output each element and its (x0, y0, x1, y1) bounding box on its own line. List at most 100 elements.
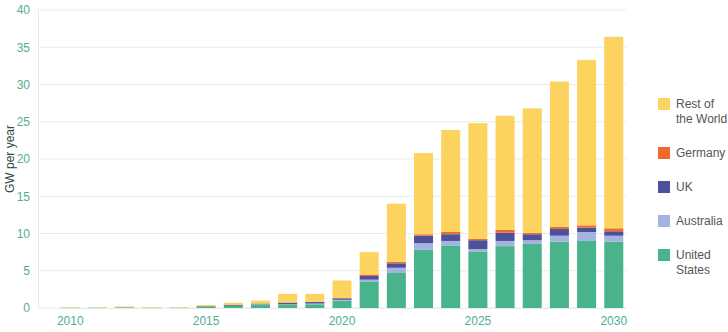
y-tick: 30 (17, 78, 38, 92)
bar-segment (360, 280, 379, 282)
bar-segment (496, 116, 515, 230)
bar-segment (523, 244, 542, 308)
bar-segment (414, 250, 433, 308)
bar-segment (251, 301, 270, 304)
grid (38, 10, 626, 308)
y-axis: 0510152025303540 (17, 3, 39, 315)
bar-segment (441, 130, 460, 232)
series-bars (197, 228, 624, 307)
y-tick-label: 10 (17, 227, 31, 241)
bar-segment (224, 303, 243, 305)
bar-segment (468, 251, 487, 308)
legend: Rest ofthe WorldGermanyUKAustraliaUnited… (658, 97, 727, 277)
legend-swatch (658, 215, 670, 227)
bar-segment (604, 231, 623, 235)
x-tick: 2015 (193, 308, 220, 328)
bar-segment (142, 307, 161, 308)
x-tick-label: 2025 (465, 314, 492, 328)
x-axis: 2010 2015 2020 2025 2030 (57, 308, 628, 328)
legend-swatch (658, 181, 670, 193)
bar-segment (414, 236, 433, 243)
legend-label: Australia (676, 214, 723, 228)
bar-segment (305, 303, 324, 305)
bar-segment (468, 123, 487, 238)
y-tick-label: 35 (17, 41, 31, 55)
x-tick: 2025 (465, 308, 492, 328)
bar-segment (169, 307, 188, 308)
x-tick: 2010 (57, 308, 84, 328)
bar-segment (115, 306, 134, 308)
bar-segment (88, 307, 107, 308)
bar-segment (523, 234, 542, 240)
bar-segment (115, 307, 134, 308)
bar-segment (523, 108, 542, 232)
bar-segment (61, 307, 80, 308)
bar-segment (197, 306, 216, 307)
bar-segment (604, 228, 623, 231)
y-tick-label: 5 (23, 264, 30, 278)
bar-segment (332, 280, 351, 298)
y-tick-label: 30 (17, 78, 31, 92)
bar-segment (360, 276, 379, 280)
grid-line (38, 233, 626, 234)
y-tick: 10 (17, 227, 38, 241)
x-axis-line (59, 308, 627, 309)
bar-segment (550, 242, 569, 308)
legend-swatch (658, 249, 670, 261)
legend-item: Rest ofthe World (658, 97, 727, 126)
bar-segment (142, 307, 161, 308)
bar-segment (577, 60, 596, 225)
bar-segment (550, 229, 569, 236)
bar-segment (305, 294, 324, 302)
bar-segment (496, 233, 515, 241)
bar-segment (604, 37, 623, 228)
bar-segment (278, 303, 297, 304)
bars (61, 37, 624, 308)
bar-segment (142, 307, 161, 308)
bar-segment (414, 153, 433, 234)
bar-segment (169, 307, 188, 308)
bar-segment (332, 298, 351, 299)
bar-segment (142, 307, 161, 308)
bar-segment (61, 307, 80, 308)
x-tick: 2030 (600, 308, 627, 328)
bar-segment (414, 234, 433, 235)
bar-segment (88, 307, 107, 308)
y-tick: 40 (17, 3, 38, 17)
y-tick-label: 25 (17, 115, 31, 129)
bar-segment (441, 241, 460, 245)
bar-segment (387, 273, 406, 308)
y-tick-label: 15 (17, 190, 31, 204)
x-tick-label: 2010 (57, 314, 84, 328)
legend-label: UnitedStates (676, 248, 711, 277)
series-bars (61, 37, 624, 308)
bar-segment (115, 307, 134, 308)
bar-segment (360, 274, 379, 275)
y-tick: 5 (23, 264, 38, 278)
legend-swatch (658, 98, 670, 110)
bar-segment (468, 249, 487, 251)
bar-segment (577, 232, 596, 241)
bar-segment (496, 241, 515, 246)
bar-segment (441, 234, 460, 241)
legend-label: Germany (676, 146, 725, 160)
bar-segment (360, 252, 379, 274)
bar-segment (441, 232, 460, 234)
bar-segment (224, 306, 243, 308)
legend-label: Rest ofthe World (676, 97, 727, 126)
bar-segment (115, 307, 134, 308)
y-axis-title: GW per year (3, 125, 17, 193)
bar-segment (468, 239, 487, 240)
bar-segment (496, 246, 515, 308)
bar-segment (523, 233, 542, 234)
bar-segment (550, 236, 569, 242)
x-tick-label: 2020 (329, 314, 356, 328)
bar-segment (577, 241, 596, 308)
bar-segment (360, 282, 379, 308)
bar-segment (604, 242, 623, 308)
bar-segment (441, 245, 460, 308)
grid-line (38, 10, 626, 11)
series-bars (61, 241, 624, 308)
bar-segment (169, 307, 188, 308)
bar-segment (387, 263, 406, 267)
